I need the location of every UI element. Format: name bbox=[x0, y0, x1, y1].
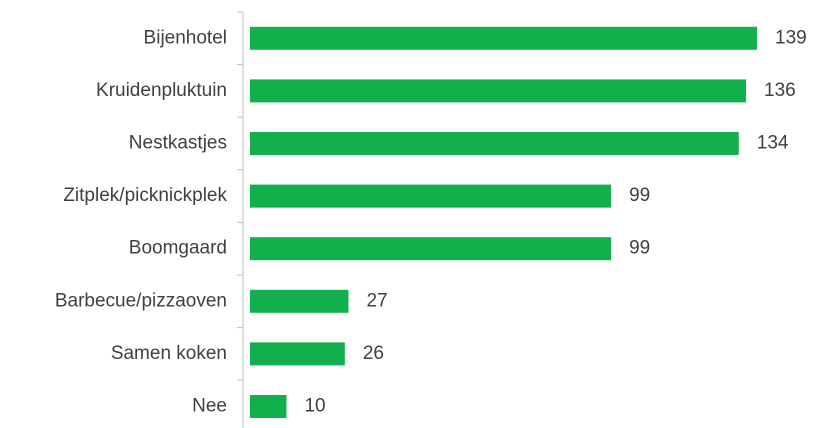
bar bbox=[250, 184, 612, 208]
value-label: 139 bbox=[775, 27, 807, 48]
bar bbox=[250, 342, 345, 366]
value-label: 99 bbox=[629, 238, 650, 259]
category-label: Kruidenpluktuin bbox=[96, 80, 227, 101]
category-label: Nestkastjes bbox=[129, 133, 227, 154]
bar bbox=[250, 289, 349, 313]
value-label: 136 bbox=[764, 80, 796, 101]
category-label: Bijenhotel bbox=[144, 27, 227, 48]
value-label: 99 bbox=[629, 185, 650, 206]
bar bbox=[250, 79, 747, 103]
bar bbox=[250, 237, 612, 261]
bar bbox=[250, 132, 739, 155]
category-label: Zitplek/picknickplek bbox=[63, 185, 227, 206]
value-label: 10 bbox=[304, 396, 325, 417]
category-label: Barbecue/pizzaoven bbox=[55, 290, 227, 311]
category-label: Boomgaard bbox=[129, 238, 227, 259]
value-label: 26 bbox=[363, 343, 384, 364]
bar bbox=[250, 26, 757, 50]
category-label: Nee bbox=[192, 396, 227, 417]
value-label: 134 bbox=[757, 133, 789, 154]
category-label: Samen koken bbox=[111, 343, 227, 364]
value-label: 27 bbox=[366, 290, 387, 311]
bar bbox=[250, 395, 287, 418]
